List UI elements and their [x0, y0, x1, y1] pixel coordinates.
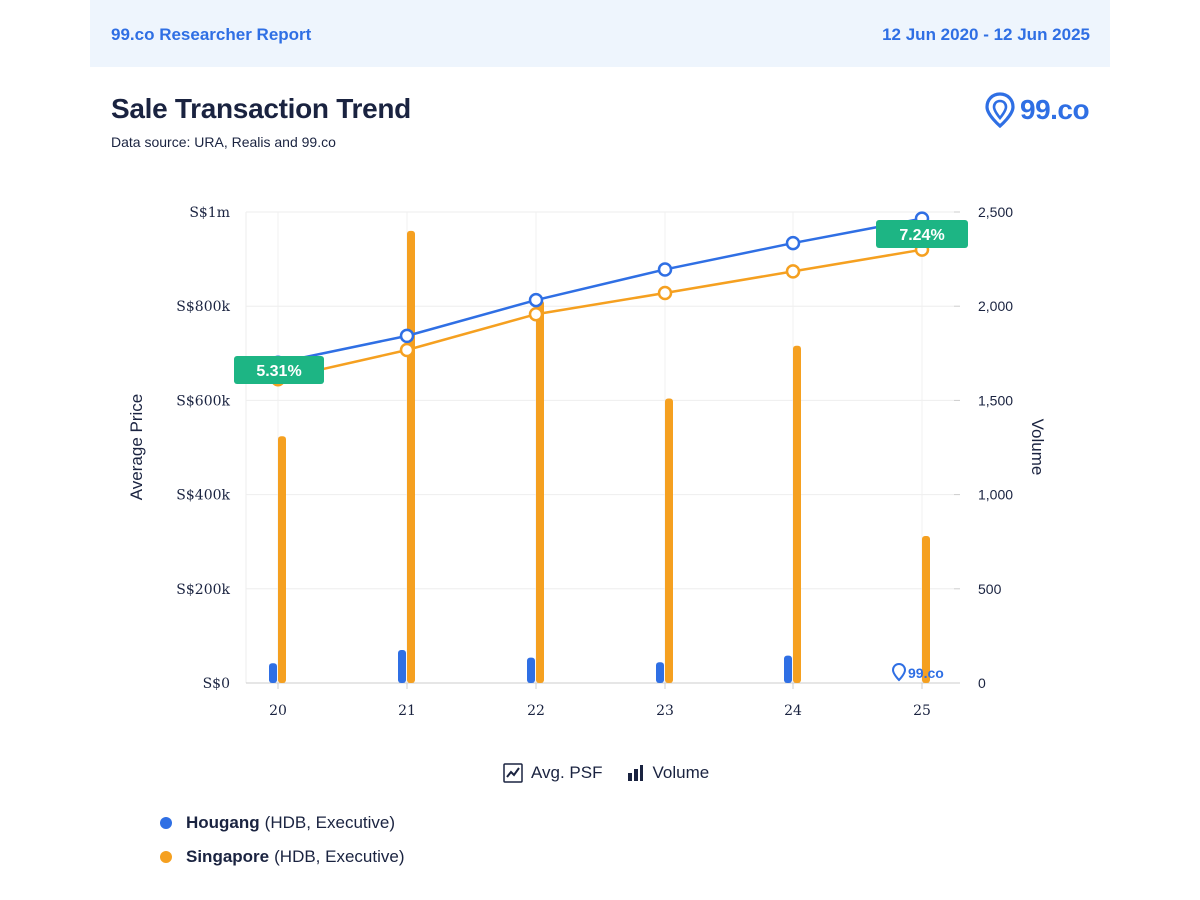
volume-bar: [536, 300, 544, 683]
volume-bar: [269, 663, 277, 683]
growth-badge-label: 7.24%: [899, 227, 944, 244]
price-point: [785, 235, 801, 251]
price-point: [528, 292, 544, 308]
y-tick-label: S$200k: [176, 582, 230, 598]
price-line: [277, 217, 923, 364]
toggle-volume[interactable]: Volume: [625, 763, 710, 783]
location-pin-icon: [985, 92, 1015, 128]
y2-axis-title: Volume: [1028, 419, 1047, 476]
report-date-range: 12 Jun 2020 - 12 Jun 2025: [882, 25, 1090, 44]
price-point: [785, 264, 801, 279]
watermark-text: 99.co: [908, 665, 944, 681]
x-tick-label: 20: [269, 703, 287, 719]
volume-bar: [527, 657, 535, 683]
price-point: [399, 342, 415, 358]
y-tick-label: S$800k: [176, 299, 230, 315]
logo-text: 99.co: [1020, 94, 1090, 125]
y2-tick-label: 2,000: [978, 298, 1013, 314]
x-tick-label: 25: [913, 703, 931, 719]
brand-logo: 99.co: [984, 92, 1094, 128]
y2-tick-label: 1,000: [978, 487, 1013, 503]
growth-badge: [876, 220, 968, 248]
legend-name: Singapore: [186, 847, 270, 866]
volume-bar: [656, 662, 664, 683]
volume-bar: [398, 650, 406, 683]
y2-tick-label: 500: [978, 581, 1002, 597]
y2-tick-label: 0: [978, 675, 986, 691]
report-brand: 99.co Researcher Report: [111, 25, 312, 44]
y-tick-label: S$600k: [176, 393, 230, 409]
y-tick-label: S$1m: [189, 205, 230, 221]
page-title: Sale Transaction Trend: [111, 93, 411, 124]
chart-legend: Hougang (HDB, Executive) Singapore (HDB,…: [160, 812, 405, 880]
volume-bar: [407, 230, 415, 683]
y2-tick-label: 2,500: [978, 204, 1013, 220]
growth-badge: [234, 356, 324, 384]
legend-dot: [160, 851, 172, 863]
price-point: [657, 262, 673, 277]
x-tick-label: 22: [527, 703, 545, 719]
toggle-avg-psf-label: Avg. PSF: [531, 763, 603, 782]
y2-tick-label: 1,500: [978, 392, 1013, 408]
y-axis-title: Average Price: [127, 394, 146, 500]
x-tick-label: 21: [398, 703, 416, 719]
toggle-volume-label: Volume: [652, 763, 710, 782]
line-chart-icon: [503, 763, 523, 783]
legend-item-hougang[interactable]: Hougang (HDB, Executive): [160, 812, 405, 834]
legend-dot: [160, 817, 172, 829]
volume-bar: [278, 436, 286, 683]
sale-trend-chart: S$0 0 S$200k 500 S$400k 1,000 S$600k 1,500 S$800…: [127, 204, 1047, 719]
y-tick-label: S$400k: [176, 488, 230, 504]
volume-bar: [793, 345, 801, 683]
legend-item-singapore[interactable]: Singapore (HDB, Executive): [160, 846, 405, 868]
volume-bar: [922, 536, 930, 683]
data-source: Data source: URA, Realis and 99.co: [111, 134, 336, 150]
volume-bar: [784, 655, 792, 683]
report-header: 99.co Researcher Report 12 Jun 2020 - 12…: [90, 0, 1110, 67]
x-tick-label: 24: [784, 703, 802, 719]
y-tick-label: S$0: [203, 676, 230, 692]
price-point: [657, 285, 673, 301]
location-pin-icon: [891, 662, 907, 682]
x-tick-label: 23: [656, 703, 674, 719]
price-point: [528, 306, 544, 322]
bar-chart-icon: [627, 765, 643, 781]
chart-watermark: 99.co: [891, 662, 944, 682]
volume-bar: [665, 398, 673, 683]
growth-badge-label: 5.31%: [256, 363, 301, 380]
series-type-toggles: Avg. PSF Volume: [503, 761, 731, 785]
legend-name: Hougang: [186, 813, 260, 832]
toggle-avg-psf[interactable]: Avg. PSF: [503, 763, 603, 783]
legend-detail: (HDB, Executive): [264, 813, 396, 832]
legend-detail: (HDB, Executive): [274, 847, 405, 866]
price-point: [399, 328, 415, 344]
price-line: [277, 248, 923, 381]
